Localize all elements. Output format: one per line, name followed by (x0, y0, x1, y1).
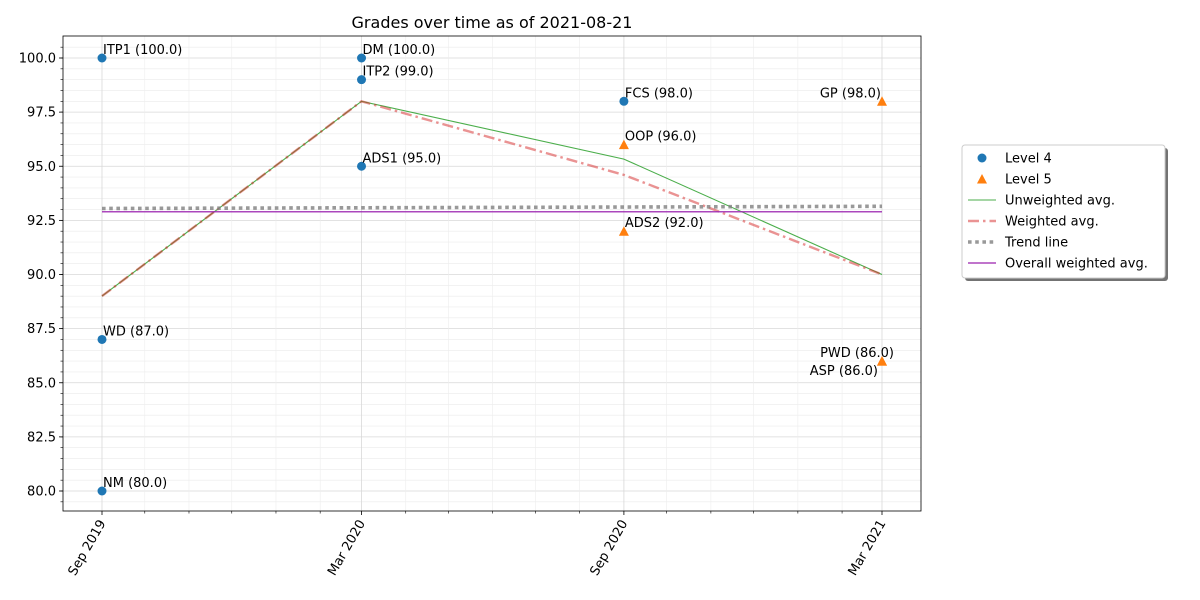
data-label: ITP1 (100.0) (103, 43, 182, 58)
data-label: ASP (86.0) (810, 364, 878, 379)
line-trend-line (101, 204, 883, 211)
data-label: FCS (98.0) (625, 86, 693, 101)
line-unweighted-avg (101, 100, 883, 297)
point-level-4 (97, 486, 107, 496)
data-label: ADS1 (95.0) (363, 151, 442, 166)
data-label: DM (100.0) (363, 43, 436, 58)
legend-label: Unweighted avg. (1005, 194, 1115, 209)
data-label: PWD (86.0) (820, 346, 894, 361)
data-label: GP (98.0) (820, 86, 881, 101)
data-label: WD (87.0) (103, 324, 169, 339)
point-level-4 (357, 161, 367, 171)
x-tick-label: Mar 2021 (846, 518, 890, 579)
y-tick-label: 92.5 (27, 214, 56, 229)
point-level-4 (357, 75, 367, 85)
x-tick-label: Sep 2019 (66, 518, 110, 579)
axes: 80.0 82.5 85.0 87.5 90.0 92.5 95.0 97.5 100.0 Sep… (19, 46, 890, 579)
y-tick-label: 95.0 (27, 160, 56, 175)
grid (63, 36, 921, 511)
y-tick-label: 87.5 (27, 322, 56, 337)
x-tick-label: Mar 2020 (325, 518, 369, 579)
point-level-4 (97, 334, 107, 344)
y-tick-label: 80.0 (27, 485, 56, 500)
point-level-5 (877, 96, 887, 106)
data-label: OOP (96.0) (625, 130, 697, 145)
legend-marker-level-4 (977, 153, 987, 163)
x-tick-label: Sep 2020 (588, 518, 632, 579)
legend-frame (961, 144, 1166, 279)
y-tick-label: 100.0 (19, 52, 56, 67)
point-level-5 (618, 226, 629, 236)
data-label: ADS2 (92.0) (625, 216, 704, 231)
legend-label: Level 4 (1005, 152, 1052, 167)
legend: Level 4 Level 5 Unweighted avg. Weighted av… (961, 144, 1168, 281)
legend-marker-level-5 (977, 174, 987, 184)
line-weighted-avg (101, 99, 883, 298)
data-label: ITP2 (99.0) (363, 65, 434, 80)
chart-title: Grades over time as of 2021-08-21 (352, 13, 633, 32)
lines (101, 99, 883, 298)
y-tick-label: 85.0 (27, 376, 56, 391)
legend-label: Overall weighted avg. (1005, 257, 1148, 272)
point-level-5 (618, 139, 629, 150)
point-level-4 (619, 96, 629, 106)
data-labels: ITP1 (100.0) WD (87.0) NM (80.0) DM (100.0)… (103, 43, 894, 491)
points (97, 53, 887, 496)
y-tick-label: 82.5 (27, 430, 56, 445)
y-tick-label: 90.0 (27, 268, 56, 283)
point-level-4 (357, 53, 367, 63)
data-label: NM (80.0) (103, 476, 167, 491)
plot-frame (62, 35, 922, 512)
point-level-4 (97, 53, 107, 63)
legend-label: Trend line (1004, 236, 1068, 251)
legend-label: Weighted avg. (1005, 215, 1099, 230)
y-tick-label: 97.5 (27, 106, 56, 121)
legend-label: Level 5 (1005, 173, 1052, 188)
point-level-5 (877, 356, 887, 366)
